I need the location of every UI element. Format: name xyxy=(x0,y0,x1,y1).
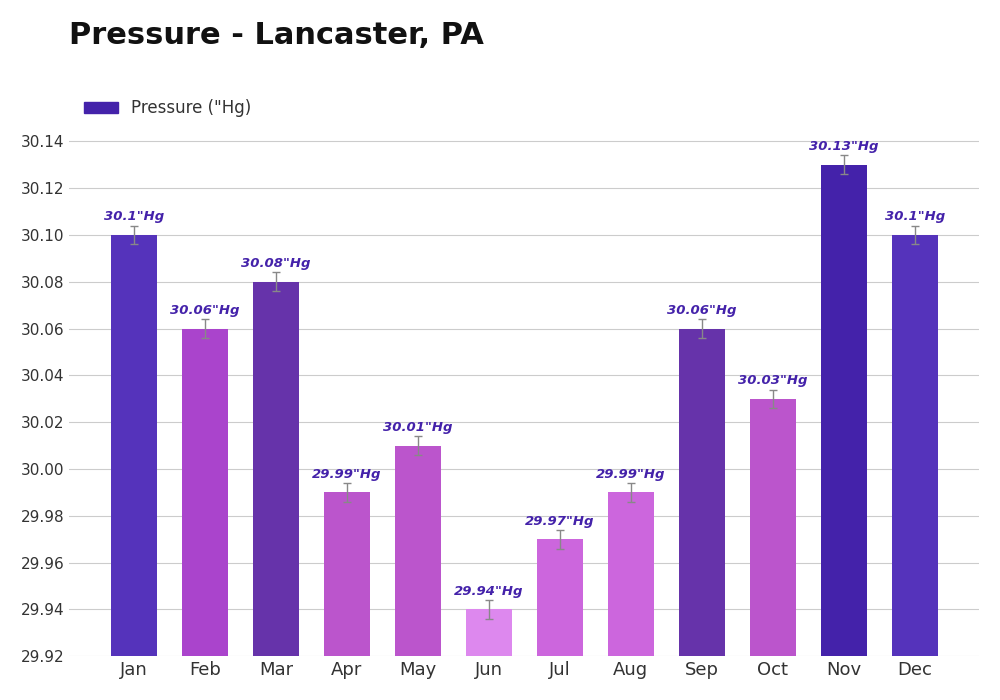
Bar xyxy=(324,493,370,657)
Bar xyxy=(608,493,654,657)
Legend: Pressure ("Hg): Pressure ("Hg) xyxy=(78,92,258,124)
Text: 30.06"Hg: 30.06"Hg xyxy=(667,304,737,317)
Text: 30.01"Hg: 30.01"Hg xyxy=(383,421,453,434)
Text: Pressure - Lancaster, PA: Pressure - Lancaster, PA xyxy=(69,21,484,50)
Text: 29.94"Hg: 29.94"Hg xyxy=(454,584,524,598)
Text: 29.99"Hg: 29.99"Hg xyxy=(312,468,382,481)
Text: 30.03"Hg: 30.03"Hg xyxy=(738,374,808,387)
Bar xyxy=(537,539,583,657)
Text: 29.97"Hg: 29.97"Hg xyxy=(525,514,595,528)
Text: 29.99"Hg: 29.99"Hg xyxy=(596,468,666,481)
Bar xyxy=(253,282,299,657)
Bar xyxy=(182,329,228,657)
Text: 30.1"Hg: 30.1"Hg xyxy=(885,210,945,223)
Bar xyxy=(892,235,938,657)
Bar xyxy=(466,610,512,657)
Text: 30.08"Hg: 30.08"Hg xyxy=(241,257,311,270)
Bar xyxy=(111,235,157,657)
Bar xyxy=(750,399,796,657)
Text: 30.06"Hg: 30.06"Hg xyxy=(170,304,240,317)
Text: 30.1"Hg: 30.1"Hg xyxy=(104,210,164,223)
Text: 30.13"Hg: 30.13"Hg xyxy=(809,140,879,153)
Bar xyxy=(395,446,441,657)
Bar xyxy=(821,164,867,657)
Bar xyxy=(679,329,725,657)
